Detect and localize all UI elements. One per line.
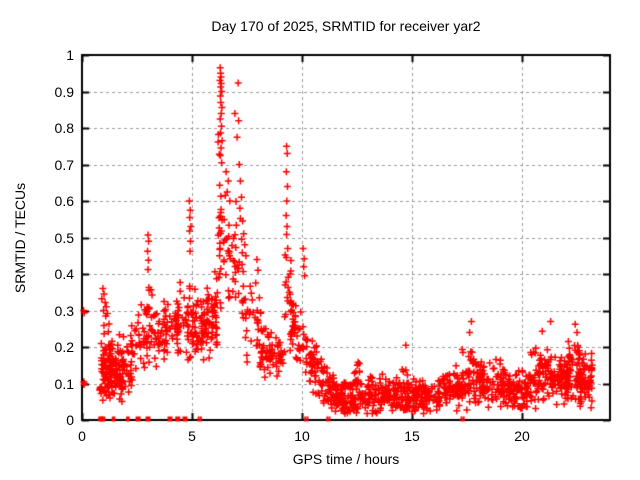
y-axis-label: SRMTID / TECUs (12, 182, 28, 294)
y-tick-label: 0 (66, 412, 74, 428)
y-tick-label: 0.3 (54, 303, 74, 319)
x-tick-label: 0 (78, 428, 86, 444)
y-tick-label: 0.9 (54, 84, 74, 100)
y-tick-label: 0.1 (54, 376, 74, 392)
x-axis-label: GPS time / hours (292, 451, 400, 467)
y-tick-label: 0.4 (54, 266, 74, 282)
y-tick-label: 0.5 (54, 230, 74, 246)
y-tick-label: 0.8 (54, 120, 74, 136)
x-tick-label: 20 (514, 428, 530, 444)
x-tick-label: 15 (404, 428, 420, 444)
x-tick-label: 5 (188, 428, 196, 444)
y-tick-label: 0.6 (54, 193, 74, 209)
y-tick-label: 1 (66, 47, 74, 63)
y-tick-label: 0.2 (54, 339, 74, 355)
chart-title: Day 170 of 2025, SRMTID for receiver yar… (211, 18, 481, 34)
y-tick-label: 0.7 (54, 157, 74, 173)
x-tick-label: 10 (294, 428, 310, 444)
